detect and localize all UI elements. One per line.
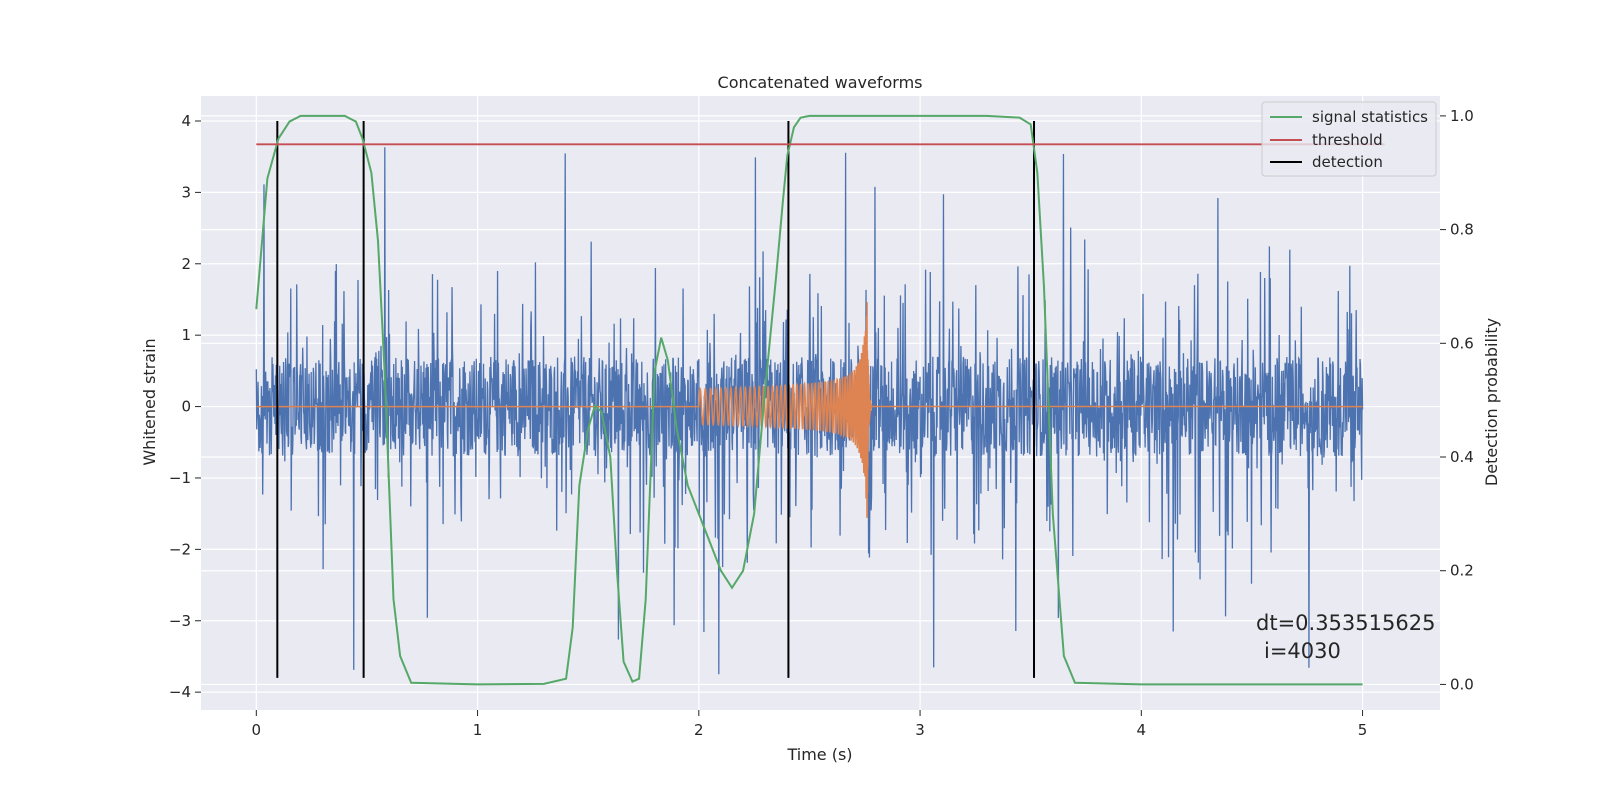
signal-statistics-line bbox=[255, 114, 1363, 686]
injected-waveform-line bbox=[256, 302, 1363, 518]
strain-noise-line bbox=[255, 147, 1364, 675]
chart-title: Concatenated waveforms bbox=[718, 73, 923, 92]
y-right-tick-label: 0.4 bbox=[1450, 448, 1474, 466]
x-tick-label: 4 bbox=[1137, 721, 1147, 739]
x-axis-ticks: 0 1 2 3 4 5 bbox=[252, 710, 1368, 739]
y-tick-label: 4 bbox=[181, 112, 191, 130]
legend: signal statistics threshold detection bbox=[1261, 101, 1437, 177]
y-right-tick-label: 0.2 bbox=[1450, 562, 1474, 580]
annotation-index: i=4030 bbox=[1264, 639, 1341, 663]
x-axis-label: Time (s) bbox=[786, 745, 852, 764]
y-tick-label: 2 bbox=[181, 255, 191, 273]
legend-label-detection: detection bbox=[1312, 153, 1383, 171]
y-tick-label: −4 bbox=[169, 683, 191, 701]
y-right-tick-label: 0.6 bbox=[1450, 334, 1474, 352]
y-axis-right-ticks: 1.0 0.8 0.6 0.4 0.2 0.0 bbox=[1440, 107, 1474, 693]
y-tick-label: 1 bbox=[181, 326, 191, 344]
y-right-tick-label: 0.0 bbox=[1450, 675, 1474, 693]
y-tick-label: −2 bbox=[169, 540, 191, 558]
legend-label-threshold: threshold bbox=[1312, 131, 1383, 149]
x-tick-label: 5 bbox=[1358, 721, 1368, 739]
y-right-tick-label: 0.8 bbox=[1450, 221, 1474, 239]
x-tick-label: 1 bbox=[473, 721, 483, 739]
y-tick-label: 3 bbox=[181, 183, 191, 201]
detection-lines bbox=[276, 120, 1036, 678]
signal-statistics-series bbox=[255, 114, 1363, 686]
x-tick-label: 0 bbox=[252, 721, 262, 739]
x-tick-label: 3 bbox=[915, 721, 925, 739]
y-axis-right-label: Detection probability bbox=[1482, 318, 1501, 486]
injected-waveform-series bbox=[256, 302, 1363, 518]
y-axis-label: Whitened strain bbox=[140, 338, 159, 465]
y-tick-label: −3 bbox=[169, 612, 191, 630]
annotation-dt: dt=0.353515625 bbox=[1256, 611, 1435, 635]
legend-label-signal-statistics: signal statistics bbox=[1312, 108, 1428, 126]
x-tick-label: 2 bbox=[694, 721, 704, 739]
y-axis-ticks: 4 3 2 1 0 −1 −2 −3 −4 bbox=[169, 112, 201, 701]
y-right-tick-label: 1.0 bbox=[1450, 107, 1474, 125]
y-tick-label: 0 bbox=[181, 398, 191, 416]
legend-box bbox=[1261, 101, 1437, 177]
strain-noise-series bbox=[255, 147, 1364, 675]
y-tick-label: −1 bbox=[169, 469, 191, 487]
